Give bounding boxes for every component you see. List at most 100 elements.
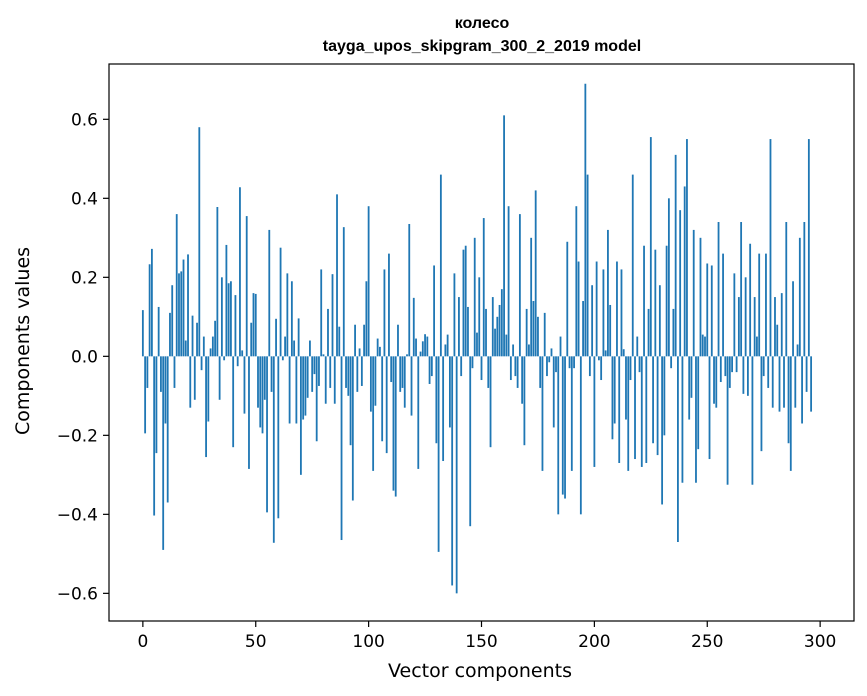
bar: [234, 295, 237, 357]
bar: [198, 127, 201, 357]
bar: [236, 356, 239, 367]
bar: [543, 312, 546, 357]
x-tick-label: 300: [804, 632, 836, 652]
bar: [187, 254, 189, 357]
bar: [144, 356, 147, 434]
bar: [798, 237, 801, 357]
bar: [230, 281, 232, 357]
bar: [394, 356, 397, 497]
bar: [318, 356, 320, 386]
bar: [749, 243, 752, 357]
bar: [706, 263, 709, 357]
x-axis-label: Vector components: [388, 660, 572, 682]
bar: [340, 356, 343, 541]
bar: [625, 356, 627, 420]
bar: [591, 285, 594, 357]
bar: [232, 356, 235, 448]
bar: [480, 356, 483, 381]
bar: [715, 356, 718, 408]
bar: [778, 356, 781, 412]
bar: [146, 356, 149, 388]
bar: [455, 356, 458, 594]
bar: [672, 308, 675, 357]
bar: [505, 334, 508, 357]
bar: [155, 356, 158, 454]
bar: [701, 334, 704, 357]
y-tick-label: 0.0: [71, 347, 98, 367]
bar: [647, 308, 650, 357]
bar: [713, 356, 715, 404]
y-tick-label: 0.4: [71, 189, 98, 209]
bar: [331, 274, 334, 357]
bar: [516, 356, 519, 388]
bar: [390, 356, 393, 383]
bar: [695, 356, 697, 483]
bar: [534, 190, 537, 357]
bar: [227, 283, 230, 357]
bar: [304, 356, 307, 416]
bar: [245, 216, 248, 357]
bar: [349, 356, 352, 446]
bar: [665, 245, 668, 357]
bar: [670, 356, 673, 369]
bar: [293, 340, 296, 357]
bar: [611, 356, 614, 440]
bar: [214, 320, 217, 357]
bar: [372, 356, 375, 471]
bar: [548, 356, 551, 363]
bar: [351, 356, 354, 501]
bar: [631, 174, 634, 357]
bar: [546, 356, 548, 377]
bar: [769, 139, 772, 357]
bar: [225, 244, 228, 357]
bar: [453, 273, 456, 357]
bar: [259, 356, 262, 428]
bar: [254, 293, 257, 357]
bar: [564, 356, 566, 499]
bar: [559, 336, 562, 357]
bar: [597, 356, 600, 361]
bar: [261, 356, 264, 434]
bar: [193, 356, 196, 400]
bar: [681, 356, 684, 483]
bar: [652, 356, 654, 444]
bar: [801, 356, 803, 424]
bar: [570, 356, 573, 471]
bar: [381, 356, 384, 442]
bar: [643, 245, 645, 357]
bar: [430, 356, 433, 377]
bar: [482, 218, 485, 357]
bar: [640, 356, 643, 467]
bar: [297, 318, 300, 357]
bar: [462, 249, 465, 357]
bar: [295, 356, 298, 424]
bar: [692, 229, 695, 357]
bar: [173, 356, 176, 388]
bar: [658, 285, 661, 357]
bar: [561, 356, 564, 495]
bar: [284, 336, 286, 357]
bar: [433, 265, 435, 357]
bar: [406, 354, 408, 357]
bar: [277, 356, 280, 519]
bar: [523, 356, 526, 446]
bar: [756, 336, 758, 357]
bar: [191, 315, 194, 357]
bar: [810, 356, 813, 412]
x-tick-label: 150: [465, 632, 497, 652]
bar: [369, 356, 372, 412]
bar: [785, 222, 788, 357]
bar: [374, 356, 377, 406]
bar: [796, 344, 799, 357]
bar: [667, 198, 670, 357]
bar: [663, 356, 666, 436]
bar: [573, 356, 575, 369]
bar: [719, 356, 722, 383]
bar: [272, 356, 275, 543]
bar: [180, 271, 183, 357]
bar: [762, 356, 765, 377]
bar: [360, 356, 363, 386]
bar: [704, 336, 706, 357]
bar: [509, 356, 512, 381]
bar: [555, 356, 557, 373]
